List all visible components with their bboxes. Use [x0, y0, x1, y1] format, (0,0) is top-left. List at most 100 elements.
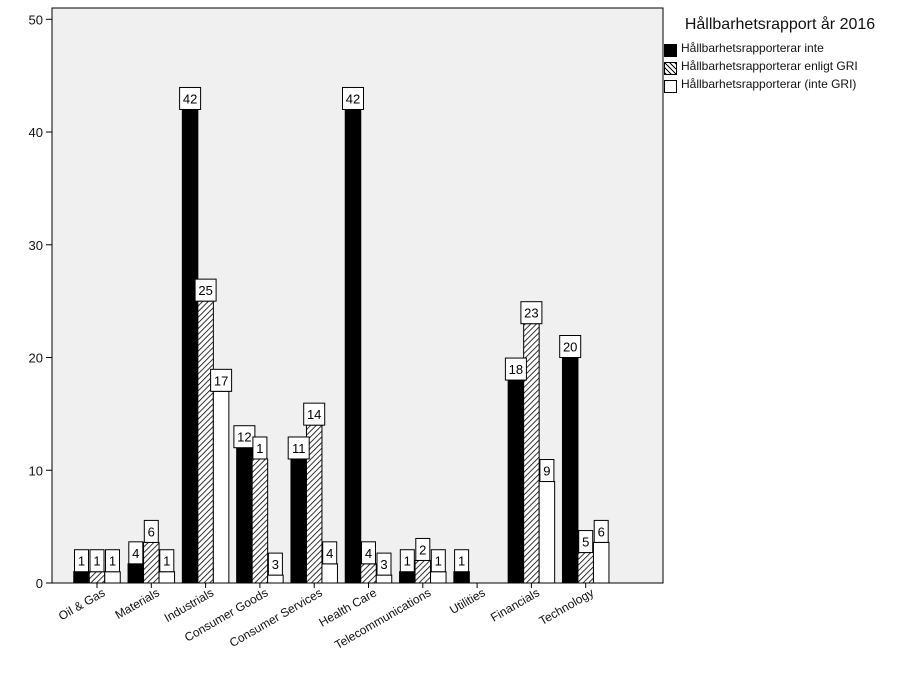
data-label-box	[361, 541, 376, 565]
legend-item-gri: Hållbarhetsrapporterar enligt GRI	[664, 60, 896, 75]
legend-label: Hållbarhetsrapporterar inte	[681, 41, 824, 55]
data-label: 3	[380, 557, 387, 572]
data-label: 1	[458, 554, 465, 569]
legend-item-inte-gri: Hållbarhetsrapporterar (inte GRI)	[664, 78, 896, 93]
bar	[375, 574, 393, 584]
data-label: 1	[404, 554, 411, 569]
bar	[399, 571, 416, 584]
bar	[430, 571, 447, 584]
y-tick-label: 10	[29, 463, 43, 478]
data-label: 1	[78, 554, 85, 569]
bar	[561, 357, 579, 584]
data-label: 9	[543, 464, 550, 479]
legend: Hållbarhetsrapport år 2016 Hållbarhetsra…	[664, 16, 896, 96]
legend-label: Hållbarhetsrapporterar (inte GRI)	[681, 77, 857, 91]
data-label: 5	[582, 535, 589, 550]
bar	[158, 571, 176, 584]
legend-swatch-white	[664, 80, 677, 93]
x-tick-label: Financials	[488, 585, 542, 624]
bar	[453, 571, 470, 584]
bar	[360, 563, 377, 584]
data-label-box	[578, 530, 594, 554]
data-label: 1	[109, 554, 116, 569]
data-label-box	[399, 549, 415, 573]
data-label: 4	[326, 546, 333, 561]
data-label-box	[128, 541, 144, 565]
x-tick-label: Utilities	[447, 585, 487, 616]
data-label: 1	[163, 554, 170, 569]
y-tick-label: 0	[36, 576, 43, 591]
bar	[236, 447, 253, 584]
y-tick-label: 20	[29, 351, 43, 366]
y-tick-label: 50	[29, 12, 43, 27]
bar	[251, 458, 269, 584]
bar	[267, 574, 284, 584]
bar	[73, 571, 90, 584]
data-label-box	[159, 549, 175, 573]
data-label-box	[89, 549, 105, 573]
data-label-box	[143, 519, 159, 543]
data-label: 20	[563, 340, 577, 355]
x-tick-label: Materials	[113, 585, 162, 621]
data-label-box	[504, 357, 527, 381]
data-label: 4	[132, 546, 139, 561]
bar	[344, 108, 362, 584]
bar	[414, 559, 432, 584]
legend-item-inte: Hållbarhetsrapporterar inte	[664, 42, 896, 57]
data-label-box	[210, 368, 233, 392]
y-tick-label: 30	[29, 238, 43, 253]
data-label: 42	[346, 91, 360, 106]
legend-label: Hållbarhetsrapporterar enligt GRI	[681, 59, 858, 73]
x-tick-label: Telecommunications	[332, 585, 433, 651]
data-label-box	[105, 549, 120, 573]
data-label-box	[593, 519, 609, 543]
data-label: 1	[93, 554, 100, 569]
y-tick-label: 40	[29, 125, 43, 140]
data-label: 2	[419, 542, 426, 557]
bar	[212, 390, 230, 584]
data-label: 3	[272, 557, 279, 572]
legend-swatch-solid	[664, 44, 677, 57]
bar	[577, 552, 594, 584]
bar	[507, 379, 525, 584]
data-label-box	[74, 549, 89, 573]
data-label-box	[342, 86, 364, 110]
data-label-box	[287, 436, 310, 460]
data-label: 14	[307, 407, 321, 422]
data-label-box	[539, 459, 555, 483]
bar	[290, 458, 307, 584]
data-label: 1	[256, 441, 263, 456]
data-label: 18	[509, 362, 523, 377]
data-label-box	[252, 436, 268, 460]
bar	[592, 541, 610, 584]
data-label: 42	[183, 91, 197, 106]
data-label-box	[303, 402, 326, 426]
x-tick-label: Consumer Services	[227, 585, 325, 649]
data-label: 12	[237, 430, 251, 445]
data-label-box	[520, 301, 543, 325]
data-label-box	[376, 552, 392, 576]
data-label-box	[179, 86, 202, 110]
data-label: 6	[598, 524, 605, 539]
data-label: 11	[292, 441, 306, 456]
data-label-box	[267, 552, 283, 576]
bar	[88, 571, 106, 584]
data-label: 6	[148, 524, 155, 539]
legend-swatch-hatch	[664, 62, 677, 75]
data-label: 4	[365, 546, 372, 561]
bar	[104, 571, 121, 584]
bar	[538, 481, 556, 584]
bar	[127, 563, 145, 584]
data-label: 25	[198, 283, 212, 298]
legend-title: Hållbarhetsrapport år 2016	[684, 16, 876, 33]
x-tick-label: Oil & Gas	[56, 585, 107, 623]
data-label: 17	[214, 373, 228, 388]
data-label-box	[454, 549, 470, 573]
bar	[181, 108, 199, 584]
data-label: 23	[524, 306, 538, 321]
x-tick-label: Technology	[537, 585, 597, 627]
bar	[143, 541, 160, 584]
data-label-box	[559, 335, 582, 359]
